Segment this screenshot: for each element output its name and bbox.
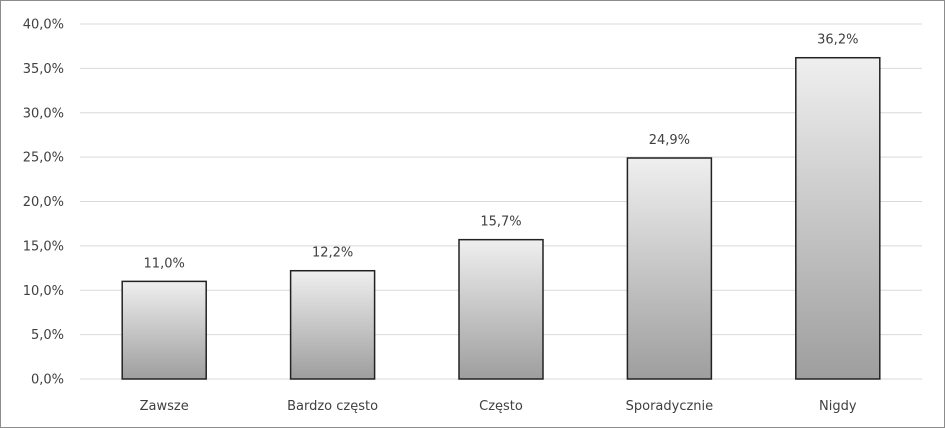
y-tick-label: 10,0% [23,284,64,299]
y-tick-label: 40,0% [23,18,64,33]
category-label: Zawsze [140,399,189,414]
data-label: 12,2% [312,246,353,261]
y-tick-label: 30,0% [23,106,64,121]
y-tick-label: 15,0% [23,239,64,254]
category-label: Nigdy [819,399,857,414]
data-label: 24,9% [649,133,690,148]
category-label: Bardzo często [287,399,378,414]
y-tick-label: 5,0% [31,328,64,343]
x-axis-category-labels: Zawsze Bardzo często Często Sporadycznie Nig… [140,399,857,414]
bar [458,238,544,380]
data-label: 15,7% [480,215,521,230]
bar [289,269,376,380]
bar [626,157,713,380]
data-label: 36,2% [817,33,858,48]
bar [121,280,207,380]
bar [795,56,881,380]
y-tick-label: 0,0% [31,373,64,388]
gridlines [80,23,922,380]
y-tick-label: 20,0% [23,195,64,210]
category-label: Często [479,399,523,414]
y-tick-label: 25,0% [23,151,64,166]
data-labels: 11,0% 12,2% 15,7% 24,9% 36,2% [144,33,859,272]
y-tick-label: 35,0% [23,62,64,77]
bars [121,56,881,380]
data-label: 11,0% [144,256,185,271]
category-label: Sporadycznie [626,399,714,414]
y-axis-tick-labels: 0,0% 5,0% 10,0% 15,0% 20,0% 25,0% 30,0% 35,0% 40… [23,18,64,388]
